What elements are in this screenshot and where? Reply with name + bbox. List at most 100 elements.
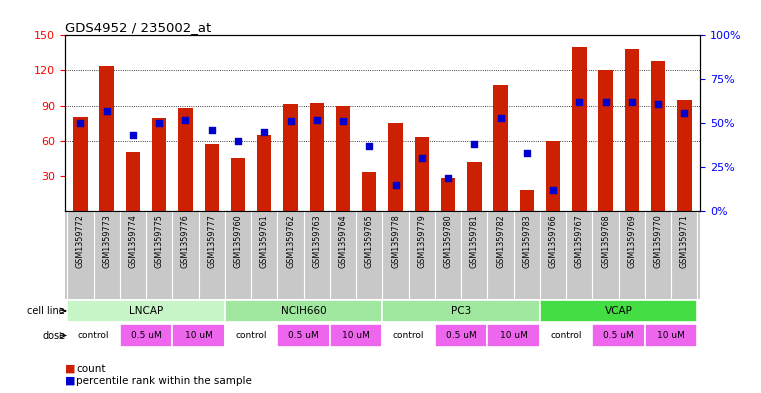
- Text: GSM1359778: GSM1359778: [391, 215, 400, 268]
- Point: [232, 138, 244, 144]
- Text: control: control: [393, 331, 425, 340]
- Text: 10 uM: 10 uM: [500, 331, 527, 340]
- Bar: [441, 178, 455, 211]
- Text: GSM1359779: GSM1359779: [417, 215, 426, 268]
- Text: ■: ■: [65, 375, 75, 385]
- Text: dose: dose: [42, 331, 65, 340]
- Bar: [224, 324, 277, 347]
- Point: [547, 187, 559, 193]
- Point: [258, 129, 270, 135]
- Text: GSM1359783: GSM1359783: [522, 215, 531, 268]
- Bar: [493, 84, 508, 211]
- Bar: [100, 66, 114, 211]
- Bar: [593, 324, 645, 347]
- Text: ■: ■: [65, 364, 75, 373]
- Text: GSM1359760: GSM1359760: [234, 215, 243, 268]
- Bar: [73, 117, 88, 211]
- Bar: [467, 162, 482, 211]
- Bar: [126, 152, 140, 211]
- Bar: [336, 106, 350, 211]
- Bar: [677, 100, 692, 211]
- Text: GSM1359777: GSM1359777: [207, 215, 216, 268]
- Point: [390, 182, 402, 188]
- Point: [285, 118, 297, 125]
- Bar: [330, 324, 382, 347]
- Bar: [67, 299, 224, 322]
- Point: [127, 132, 139, 139]
- Bar: [382, 299, 540, 322]
- Bar: [382, 324, 435, 347]
- Text: GSM1359781: GSM1359781: [470, 215, 479, 268]
- Point: [416, 155, 428, 162]
- Text: control: control: [78, 331, 110, 340]
- Text: LNCAP: LNCAP: [129, 306, 163, 316]
- Text: 0.5 uM: 0.5 uM: [446, 331, 476, 340]
- Text: VCAP: VCAP: [605, 306, 632, 316]
- Text: GSM1359766: GSM1359766: [549, 215, 558, 268]
- Bar: [435, 324, 488, 347]
- Bar: [598, 70, 613, 211]
- Text: GSM1359768: GSM1359768: [601, 215, 610, 268]
- Text: GSM1359780: GSM1359780: [444, 215, 453, 268]
- Text: 10 uM: 10 uM: [342, 331, 370, 340]
- Bar: [651, 61, 665, 211]
- Point: [521, 150, 533, 156]
- Text: GSM1359782: GSM1359782: [496, 215, 505, 268]
- Point: [180, 116, 192, 123]
- Text: 0.5 uM: 0.5 uM: [288, 331, 319, 340]
- Bar: [540, 299, 698, 322]
- Text: GSM1359770: GSM1359770: [654, 215, 663, 268]
- Bar: [283, 105, 298, 211]
- Text: GSM1359771: GSM1359771: [680, 215, 689, 268]
- Bar: [310, 103, 324, 211]
- Bar: [362, 172, 377, 211]
- Text: 0.5 uM: 0.5 uM: [603, 331, 634, 340]
- Bar: [231, 158, 245, 211]
- Bar: [224, 299, 382, 322]
- Text: GSM1359773: GSM1359773: [102, 215, 111, 268]
- Point: [573, 99, 585, 105]
- Bar: [67, 324, 119, 347]
- Point: [363, 143, 375, 149]
- Point: [337, 118, 349, 125]
- Point: [310, 116, 323, 123]
- Text: PC3: PC3: [451, 306, 471, 316]
- Text: 10 uM: 10 uM: [185, 331, 212, 340]
- Bar: [520, 190, 534, 211]
- Text: GSM1359772: GSM1359772: [76, 215, 85, 268]
- Bar: [572, 47, 587, 211]
- Text: cell line: cell line: [27, 306, 65, 316]
- Bar: [257, 135, 272, 211]
- Text: GSM1359776: GSM1359776: [181, 215, 190, 268]
- Text: GSM1359774: GSM1359774: [129, 215, 138, 268]
- Bar: [152, 118, 167, 211]
- Point: [468, 141, 480, 147]
- Bar: [277, 324, 330, 347]
- Text: control: control: [235, 331, 267, 340]
- Point: [626, 99, 638, 105]
- Bar: [119, 324, 172, 347]
- Bar: [645, 324, 698, 347]
- Text: 0.5 uM: 0.5 uM: [131, 331, 161, 340]
- Text: GSM1359775: GSM1359775: [154, 215, 164, 268]
- Bar: [540, 324, 593, 347]
- Point: [205, 127, 218, 133]
- Bar: [388, 123, 403, 211]
- Text: GSM1359763: GSM1359763: [312, 215, 321, 268]
- Text: GSM1359762: GSM1359762: [286, 215, 295, 268]
- Point: [600, 99, 612, 105]
- Text: GDS4952 / 235002_at: GDS4952 / 235002_at: [65, 21, 211, 34]
- Point: [75, 120, 87, 126]
- Text: GSM1359767: GSM1359767: [575, 215, 584, 268]
- Text: count: count: [76, 364, 106, 374]
- Text: GSM1359769: GSM1359769: [627, 215, 636, 268]
- Point: [100, 108, 113, 114]
- Point: [678, 110, 690, 116]
- Text: GSM1359764: GSM1359764: [339, 215, 348, 268]
- Bar: [546, 141, 560, 211]
- Text: 10 uM: 10 uM: [658, 331, 685, 340]
- Bar: [205, 144, 219, 211]
- Bar: [625, 50, 639, 211]
- Bar: [415, 137, 429, 211]
- Point: [442, 174, 454, 181]
